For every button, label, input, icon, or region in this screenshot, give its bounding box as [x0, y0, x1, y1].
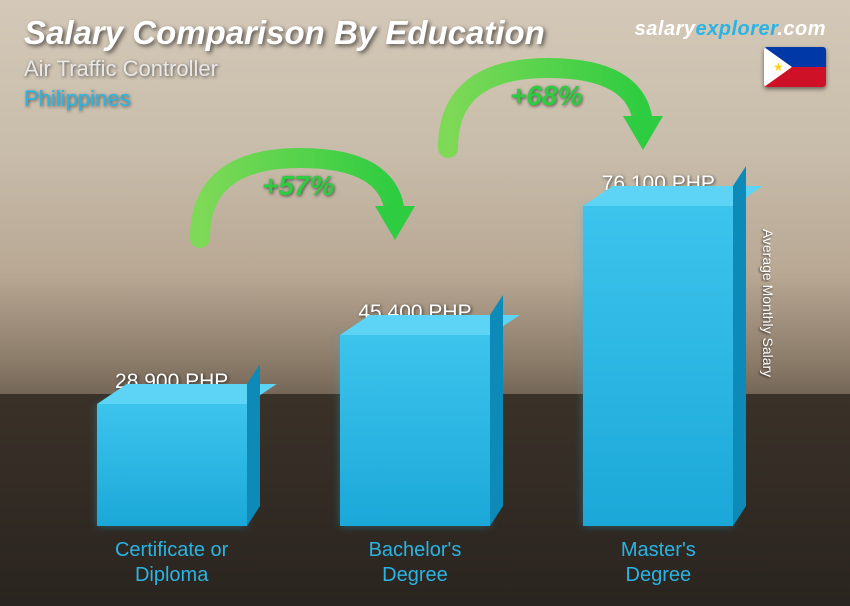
bar-axis-label: Master'sDegree: [621, 538, 696, 590]
bar-axis-label: Bachelor'sDegree: [369, 538, 462, 590]
flag-icon: ★: [764, 47, 826, 87]
bar: [340, 335, 490, 526]
bar: [97, 404, 247, 526]
bar-axis-label: Certificate orDiploma: [115, 538, 228, 590]
brand-text: salaryexplorer.com: [635, 18, 826, 41]
brand-word-b: explorer: [695, 18, 777, 40]
y-axis-label: Average Monthly Salary: [760, 229, 776, 377]
bar-group: 76,100 PHPMaster'sDegree: [549, 130, 768, 590]
percent-increase-label: +57%: [262, 170, 334, 202]
brand-block: salaryexplorer.com ★: [635, 18, 826, 92]
brand-word-a: salary: [635, 18, 696, 40]
bar: [583, 206, 733, 526]
brand-word-c: .com: [777, 18, 826, 40]
increase-arrow: +57%: [190, 148, 420, 273]
